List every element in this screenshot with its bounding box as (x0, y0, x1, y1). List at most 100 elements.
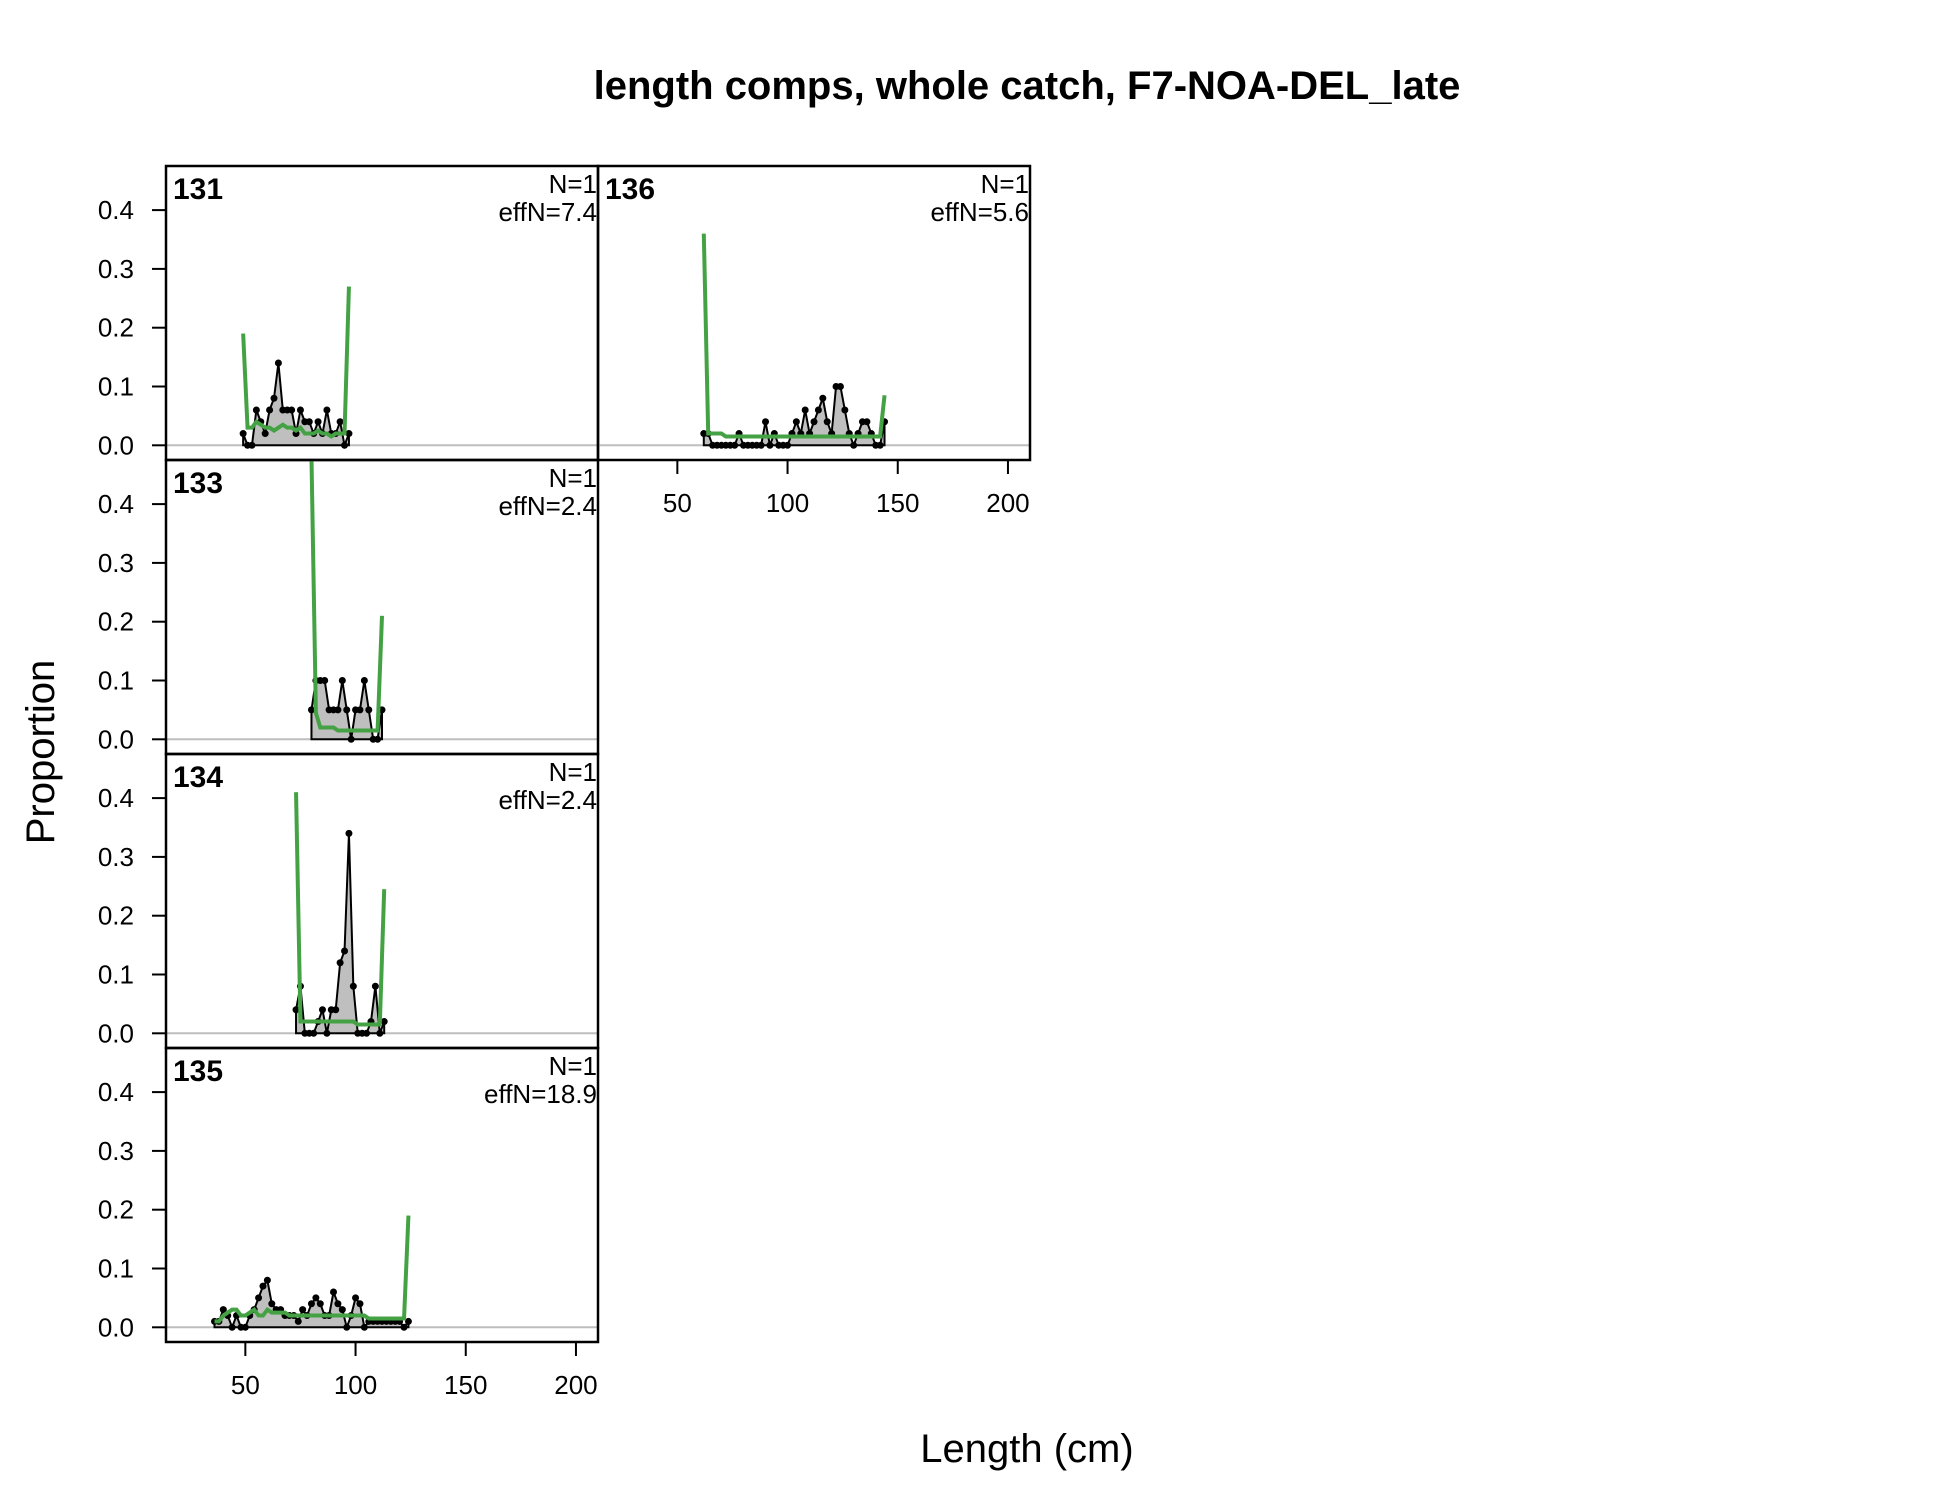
observed-point (334, 706, 342, 714)
panel-effn: effN=5.6 (930, 197, 1029, 227)
panel-label: 134 (173, 761, 223, 794)
y-tick-label: 0.2 (98, 901, 134, 931)
y-tick-label: 0.0 (98, 1018, 134, 1048)
observed-point (312, 1294, 320, 1302)
observed-point (341, 441, 349, 449)
observed-point (332, 1006, 340, 1014)
observed-area (295, 833, 386, 1035)
x-tick-label: 150 (876, 488, 919, 518)
observed-point (360, 1323, 368, 1331)
x-tick-label: 200 (554, 1370, 597, 1400)
observed-point (345, 829, 353, 837)
observed-point (274, 359, 282, 367)
observed-point (323, 1029, 331, 1037)
observed-point (352, 1294, 360, 1302)
y-tick-label: 0.4 (98, 783, 134, 813)
panel-label: 136 (605, 173, 655, 206)
y-tick-label: 0.4 (98, 489, 134, 519)
observed-point (248, 441, 256, 449)
observed-point (296, 406, 304, 414)
observed-point (323, 406, 331, 414)
panel-effn: effN=7.4 (498, 197, 597, 227)
observed-point (792, 418, 800, 426)
y-tick-label: 0.1 (98, 666, 134, 696)
observed-point (305, 418, 313, 426)
observed-point (334, 1300, 342, 1308)
panel-plot-area (166, 286, 598, 450)
observed-point (757, 441, 765, 449)
observed-point (239, 430, 247, 438)
y-tick-label: 0.3 (98, 548, 134, 578)
observed-point (766, 441, 774, 449)
observed-point (228, 1323, 236, 1331)
observed-point (255, 1294, 263, 1302)
observed-point (336, 959, 344, 967)
panel-effn: effN=2.4 (498, 785, 597, 815)
observed-point (343, 706, 351, 714)
observed-point (400, 1323, 408, 1331)
observed-point (810, 418, 818, 426)
observed-point (801, 406, 809, 414)
observed-point (356, 1300, 364, 1308)
observed-point (345, 430, 353, 438)
panel-label: 135 (173, 1055, 223, 1088)
observed-point (404, 1317, 412, 1325)
observed-point (263, 1276, 271, 1284)
expected-line (294, 792, 387, 1027)
panel-n: N=1 (549, 463, 597, 493)
observed-point (259, 1282, 267, 1290)
observed-point (252, 406, 260, 414)
panel-plot-area (166, 792, 598, 1037)
observed-point (314, 418, 322, 426)
y-axis-title: Proportion (19, 660, 63, 845)
panel-n: N=1 (549, 757, 597, 787)
observed-point (288, 406, 296, 414)
expected-line (214, 1215, 411, 1324)
y-tick-label: 0.1 (98, 960, 134, 990)
x-tick-label: 100 (334, 1370, 377, 1400)
observed-point (380, 1018, 388, 1026)
observed-point (338, 1306, 346, 1314)
x-tick-label: 150 (444, 1370, 487, 1400)
observed-point (316, 1300, 324, 1308)
observed-point (270, 394, 278, 402)
observed-point (731, 441, 739, 449)
observed-point (374, 735, 382, 743)
observed-point (814, 406, 822, 414)
expected-line (701, 233, 887, 439)
panel-n: N=1 (549, 1051, 597, 1081)
observed-point (356, 706, 364, 714)
x-axis-title: Length (cm) (920, 1427, 1133, 1471)
expected-line (309, 460, 384, 733)
y-tick-label: 0.0 (98, 724, 134, 754)
observed-point (360, 677, 368, 684)
observed-point (261, 430, 269, 438)
observed-point (876, 441, 884, 449)
observed-point (784, 441, 792, 449)
observed-point (376, 1029, 384, 1037)
observed-point (819, 394, 827, 402)
x-tick-label: 50 (231, 1370, 260, 1400)
observed-area (242, 362, 350, 450)
y-tick-label: 0.4 (98, 195, 134, 225)
observed-point (219, 1306, 227, 1314)
panel-effn: effN=2.4 (498, 491, 597, 521)
y-tick-label: 0.2 (98, 607, 134, 637)
observed-point (349, 982, 357, 990)
observed-point (307, 1300, 315, 1308)
observed-point (310, 1029, 318, 1037)
observed-point (241, 1323, 249, 1331)
observed-point (268, 1300, 276, 1308)
y-tick-label: 0.2 (98, 1195, 134, 1225)
observed-point (341, 947, 349, 955)
observed-point (294, 1317, 302, 1325)
observed-point (363, 1029, 371, 1037)
y-tick-label: 0.4 (98, 1077, 134, 1107)
observed-point (266, 406, 274, 414)
